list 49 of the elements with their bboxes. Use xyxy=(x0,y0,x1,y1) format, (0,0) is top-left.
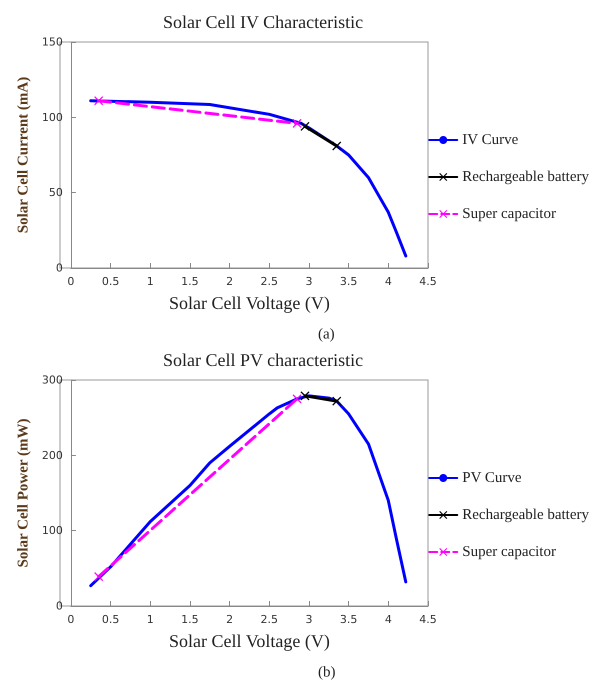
x-tick-label: 1 xyxy=(146,275,154,288)
y-tick-label: 100 xyxy=(42,524,63,538)
x-tick-label: 2.5 xyxy=(260,613,278,626)
point xyxy=(332,396,342,406)
y-tick-label: 0 xyxy=(56,262,63,274)
x-tick-label: 4 xyxy=(384,613,392,626)
x-tick-label: 3 xyxy=(305,275,312,288)
legend-label: Super capacitor xyxy=(462,544,556,560)
legend-label: IV Curve xyxy=(462,132,519,148)
x-tick-label: 4 xyxy=(384,275,392,288)
point xyxy=(300,391,310,400)
x-tick-label: 1 xyxy=(146,613,154,626)
x-tick-label: 0 xyxy=(67,613,74,626)
legend-label: Super capacitor xyxy=(462,206,556,222)
chart-title: Solar Cell IV Characteristic xyxy=(162,12,364,32)
x-tick-label: 2.5 xyxy=(260,275,278,288)
point xyxy=(292,394,302,404)
y-axis-title: Solar Cell Current (mA) xyxy=(16,76,32,234)
y-axis-title: Solar Cell Power (mW) xyxy=(16,418,32,568)
point xyxy=(94,572,104,582)
point xyxy=(300,122,310,131)
x-tick-label: 1.5 xyxy=(181,275,199,288)
y-tick-label: 300 xyxy=(42,374,63,386)
x-tick-label: 0 xyxy=(67,275,74,288)
x-tick-label: 1.5 xyxy=(181,613,199,626)
x-tick-label: 2 xyxy=(226,613,234,626)
y-tick-label: 100 xyxy=(42,110,63,124)
chart-title: Solar Cell PV characteristic xyxy=(162,350,364,370)
legend-label: Rechargeable battery xyxy=(462,507,590,523)
point xyxy=(292,118,302,128)
x-tick-label: 4.5 xyxy=(419,275,437,288)
x-tick-label: 3.5 xyxy=(340,613,358,626)
text: (b) xyxy=(318,664,336,680)
y-tick-label: 0 xyxy=(56,600,63,612)
x-tick-label: 0.5 xyxy=(102,275,120,288)
x-axis-title: Solar Cell Voltage (V) xyxy=(169,631,330,651)
x-axis-title: Solar Cell Voltage (V) xyxy=(169,293,330,313)
text: (a) xyxy=(318,326,335,342)
x-tick-label: 2 xyxy=(226,275,234,288)
y-tick-label: 150 xyxy=(42,36,63,48)
y-tick-label: 50 xyxy=(48,186,63,200)
x-tick-label: 3.5 xyxy=(340,275,358,288)
legend-label: PV Curve xyxy=(462,470,522,486)
x-tick-label: 0.5 xyxy=(102,613,120,626)
legend-label: Rechargeable battery xyxy=(462,169,590,185)
x-tick-label: 4.5 xyxy=(419,613,437,626)
x-tick-label: 3 xyxy=(305,613,312,626)
point xyxy=(332,141,342,150)
y-tick-label: 200 xyxy=(42,448,63,462)
